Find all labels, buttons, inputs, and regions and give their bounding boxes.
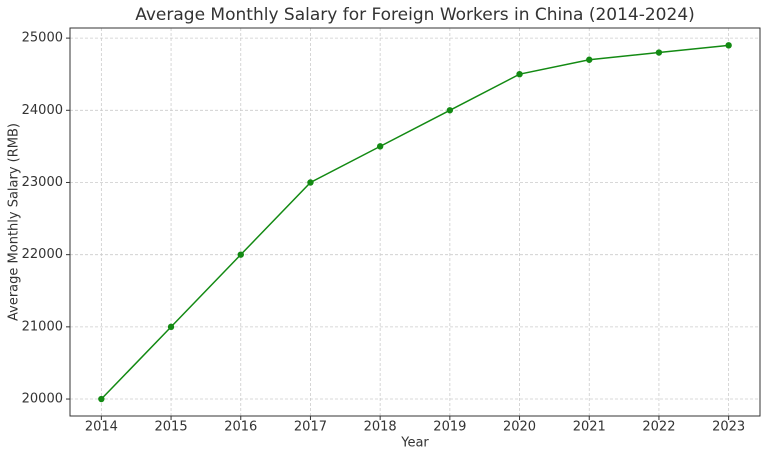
y-tick-label: 23000 bbox=[22, 175, 63, 190]
x-tick-label: 2018 bbox=[364, 420, 397, 435]
data-line bbox=[100, 44, 729, 400]
x-tick-label: 2017 bbox=[294, 420, 327, 435]
x-tick-label: 2016 bbox=[224, 420, 257, 435]
grid bbox=[70, 28, 760, 416]
chart-title: Average Monthly Salary for Foreign Worke… bbox=[135, 5, 695, 25]
data-point bbox=[516, 70, 523, 78]
data-point bbox=[307, 179, 314, 186]
data-point bbox=[376, 143, 384, 150]
x-tick-label: 2021 bbox=[573, 420, 606, 435]
data-point bbox=[725, 42, 732, 49]
y-tick-label: 25000 bbox=[22, 31, 63, 46]
y-tick-label: 20000 bbox=[22, 392, 63, 407]
y-axis-label: Average Monthly Salary (RMB) bbox=[7, 123, 22, 321]
x-tick-label: 2015 bbox=[155, 420, 188, 435]
x-tick-label: 2019 bbox=[433, 420, 466, 435]
data-point bbox=[98, 395, 105, 403]
data-point bbox=[446, 107, 454, 114]
x-axis-label: Year bbox=[400, 436, 429, 451]
x-tick-label: 2020 bbox=[503, 420, 536, 435]
data-point bbox=[655, 49, 663, 56]
y-tick-label: 21000 bbox=[22, 319, 63, 334]
data-point bbox=[167, 323, 175, 331]
x-tick-label: 2022 bbox=[642, 420, 675, 435]
x-tick-label: 2023 bbox=[712, 420, 745, 435]
x-tick-label: 2014 bbox=[85, 420, 118, 435]
y-tick-label: 22000 bbox=[22, 247, 63, 262]
y-tick-label: 24000 bbox=[22, 103, 63, 118]
data-point bbox=[586, 56, 593, 63]
plot-frame bbox=[69, 27, 761, 417]
data-point bbox=[237, 251, 244, 258]
